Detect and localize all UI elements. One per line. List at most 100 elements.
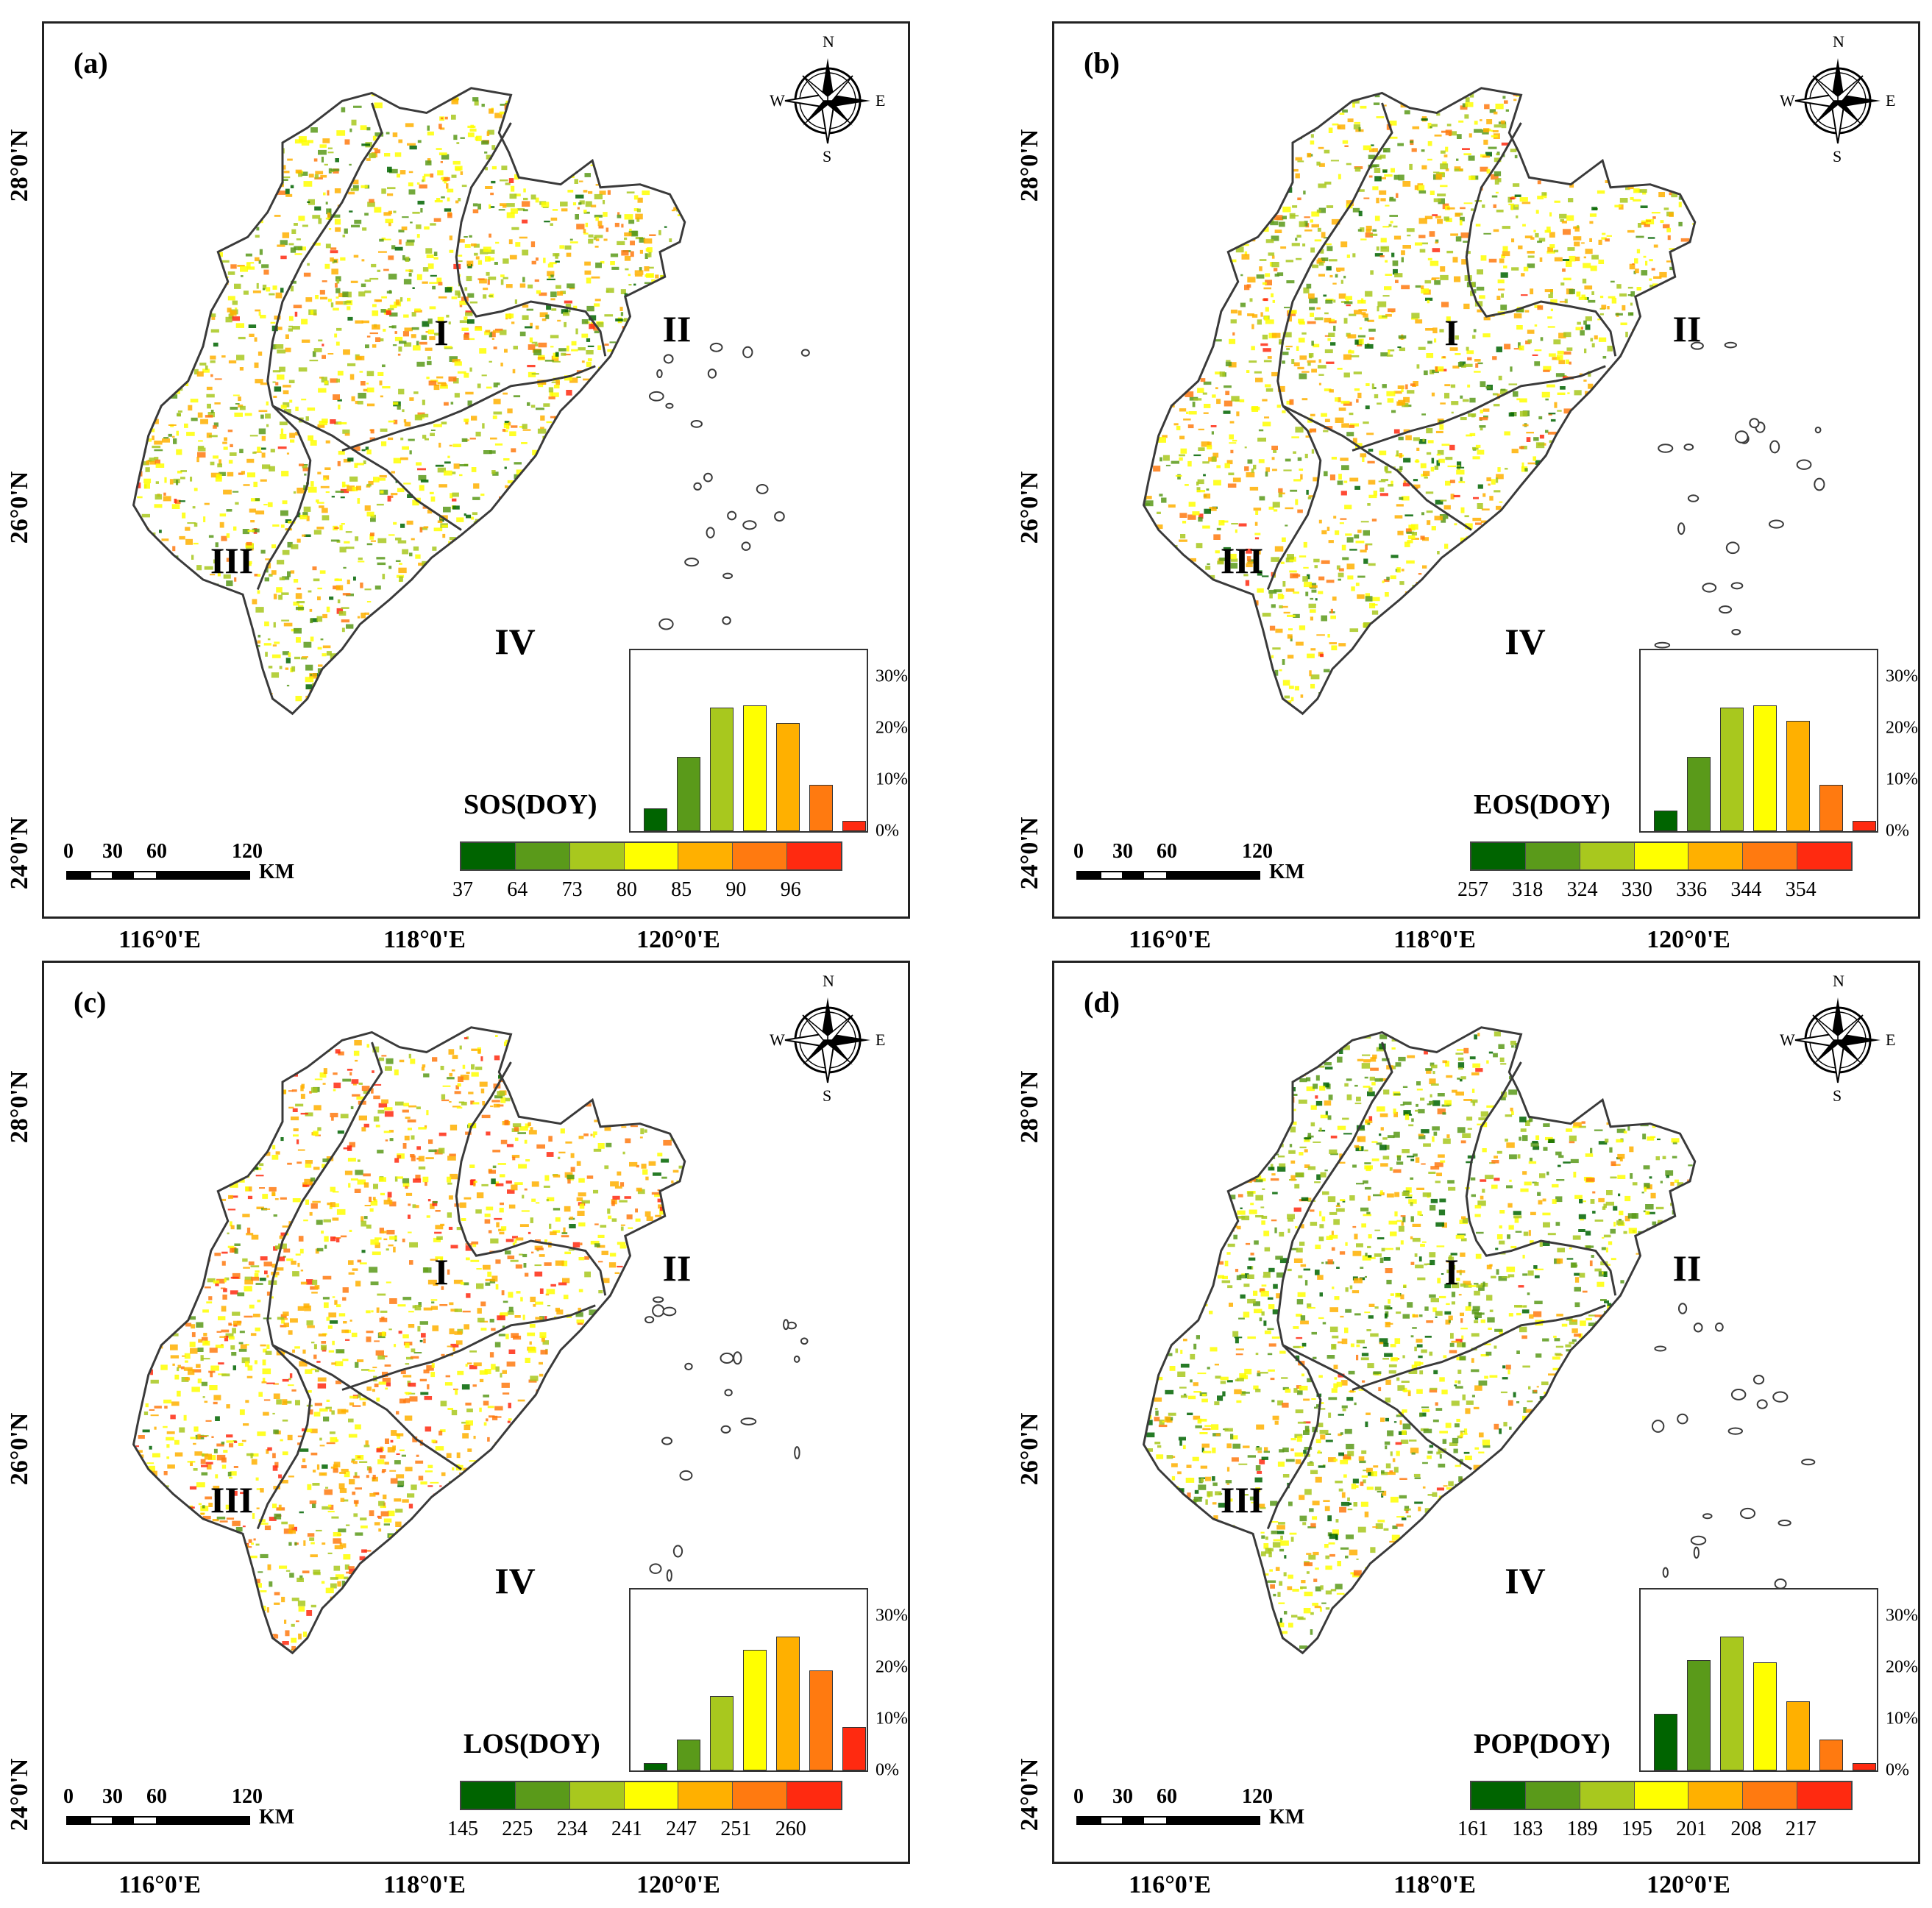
raster-cell (350, 188, 359, 191)
raster-cell (307, 263, 310, 266)
raster-cell (631, 458, 636, 461)
raster-cell (727, 250, 731, 256)
raster-cell (1168, 203, 1176, 209)
raster-cell (731, 591, 734, 595)
raster-cell (1602, 471, 1610, 476)
raster-cell (1373, 491, 1377, 496)
raster-cell (555, 380, 560, 385)
raster-cell (1728, 613, 1734, 619)
raster-cell (661, 558, 668, 563)
raster-cell (641, 438, 647, 440)
raster-cell (615, 452, 623, 455)
raster-cell (166, 276, 175, 280)
raster-cell (133, 430, 136, 435)
raster-cell (511, 321, 515, 324)
raster-cell (686, 391, 689, 393)
raster-cell (1249, 686, 1255, 691)
raster-cell (541, 318, 547, 321)
raster-cell (429, 306, 436, 310)
scale-tick-label: 30 (102, 840, 123, 863)
raster-cell (628, 219, 635, 224)
raster-cell (1171, 235, 1176, 238)
raster-cell (444, 633, 447, 637)
raster-cell (677, 364, 685, 368)
raster-cell (317, 587, 322, 590)
raster-cell (524, 499, 530, 502)
raster-cell (1666, 610, 1674, 615)
raster-cell (507, 480, 514, 484)
raster-cell (428, 380, 437, 386)
raster-cell (302, 224, 308, 227)
raster-cell (1330, 608, 1333, 613)
raster-cell (1393, 429, 1400, 434)
raster-cell (494, 262, 498, 265)
raster-cell (1391, 480, 1393, 486)
raster-cell (599, 463, 606, 466)
raster-cell (171, 435, 175, 438)
raster-cell (207, 113, 211, 118)
raster-cell (435, 655, 438, 658)
raster-cell (604, 314, 614, 317)
raster-cell (1595, 449, 1602, 456)
raster-cell (1742, 424, 1745, 426)
raster-cell (642, 505, 651, 510)
raster-cell (241, 192, 250, 197)
raster-cell (341, 627, 345, 633)
raster-cell (107, 174, 113, 177)
histogram-tick-label: 30% (876, 666, 908, 686)
raster-cell (417, 88, 425, 90)
scale-tick-label: 60 (146, 840, 167, 863)
raster-cell (411, 538, 415, 541)
raster-cell (163, 271, 167, 274)
raster-cell (504, 349, 508, 353)
raster-cell (555, 639, 561, 644)
raster-cell (1176, 649, 1184, 654)
raster-cell (248, 324, 257, 328)
raster-cell (133, 454, 135, 460)
raster-cell (1676, 492, 1679, 496)
raster-cell (433, 424, 442, 427)
raster-cell (1158, 174, 1165, 179)
raster-cell (1663, 606, 1672, 611)
raster-cell (453, 463, 460, 469)
raster-cell (122, 178, 127, 183)
raster-cell (633, 623, 638, 626)
raster-cell (382, 386, 391, 389)
raster-cell (1438, 641, 1442, 644)
raster-cell (1371, 144, 1374, 146)
raster-cell (1182, 238, 1192, 242)
raster-cell (581, 504, 591, 510)
raster-cell (227, 296, 235, 301)
raster-cell (1686, 604, 1695, 608)
raster-cell (485, 167, 488, 171)
raster-cell (318, 664, 323, 667)
raster-cell (322, 645, 331, 649)
raster-cell (538, 88, 541, 91)
raster-cell (1146, 688, 1151, 691)
raster-cell (1527, 251, 1535, 254)
raster-cell (215, 542, 219, 547)
region-label: II (662, 308, 692, 349)
raster-cell (449, 644, 454, 649)
raster-cell (470, 559, 475, 564)
raster-cell (711, 96, 719, 102)
raster-cell (266, 287, 271, 292)
raster-cell (341, 607, 349, 609)
raster-cell (330, 378, 338, 383)
raster-cell (1576, 291, 1581, 297)
raster-cell (1468, 547, 1475, 550)
island (709, 342, 723, 352)
raster-cell (430, 223, 436, 226)
raster-cell (532, 163, 540, 168)
raster-cell (371, 263, 377, 268)
raster-cell (199, 140, 202, 143)
raster-cell (322, 508, 328, 513)
raster-cell (1175, 474, 1182, 477)
raster-cell (1380, 479, 1388, 482)
raster-cell (1310, 674, 1320, 680)
raster-cell (309, 121, 312, 124)
raster-cell (1437, 193, 1446, 196)
raster-cell (202, 713, 211, 714)
raster-cell (1245, 580, 1250, 586)
